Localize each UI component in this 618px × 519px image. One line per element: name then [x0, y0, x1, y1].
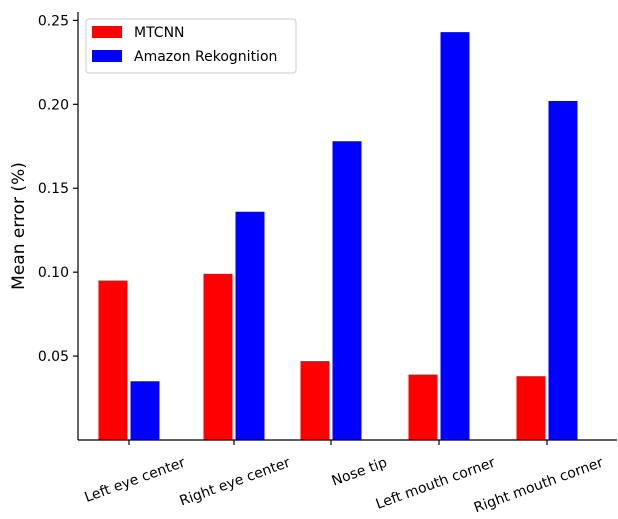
y-tick-label: 0.15: [38, 181, 69, 197]
bar-mtcnn-3: [408, 374, 438, 440]
y-axis-title: Mean error (%): [9, 162, 29, 290]
bar-mtcnn-1: [203, 273, 233, 440]
legend-swatch-amazon-rekognition: [92, 50, 122, 62]
y-tick-label: 0.05: [38, 349, 69, 365]
axes-layer: [77, 12, 617, 441]
legend-label-amazon-rekognition: Amazon Rekognition: [134, 49, 277, 65]
bar-amazon-rekognition-4: [548, 100, 578, 441]
y-tick-label: 0.25: [38, 13, 69, 29]
bar-mtcnn-0: [98, 280, 128, 440]
bars-layer: [98, 32, 578, 441]
legend-swatch-mtcnn: [92, 26, 122, 38]
bar-amazon-rekognition-3: [440, 32, 470, 441]
bar-mtcnn-4: [516, 376, 546, 440]
bar-mtcnn-2: [300, 361, 330, 440]
y-tick-label: 0.10: [38, 265, 69, 281]
bar-amazon-rekognition-0: [130, 381, 160, 440]
legend-frame: [85, 18, 297, 74]
legend-label-mtcnn: MTCNN: [134, 25, 185, 41]
x-tick-label: Right eye center: [178, 455, 293, 510]
bar-amazon-rekognition-1: [235, 211, 265, 440]
legend: MTCNN Amazon Rekognition: [85, 18, 297, 74]
bar-amazon-rekognition-2: [332, 141, 362, 441]
y-ticks: 0.05 0.10 0.15 0.20 0.25: [38, 13, 78, 365]
y-tick-label: 0.20: [38, 97, 69, 113]
x-tick-label: Nose tip: [330, 455, 390, 490]
x-tick-label: Left eye center: [82, 455, 187, 506]
